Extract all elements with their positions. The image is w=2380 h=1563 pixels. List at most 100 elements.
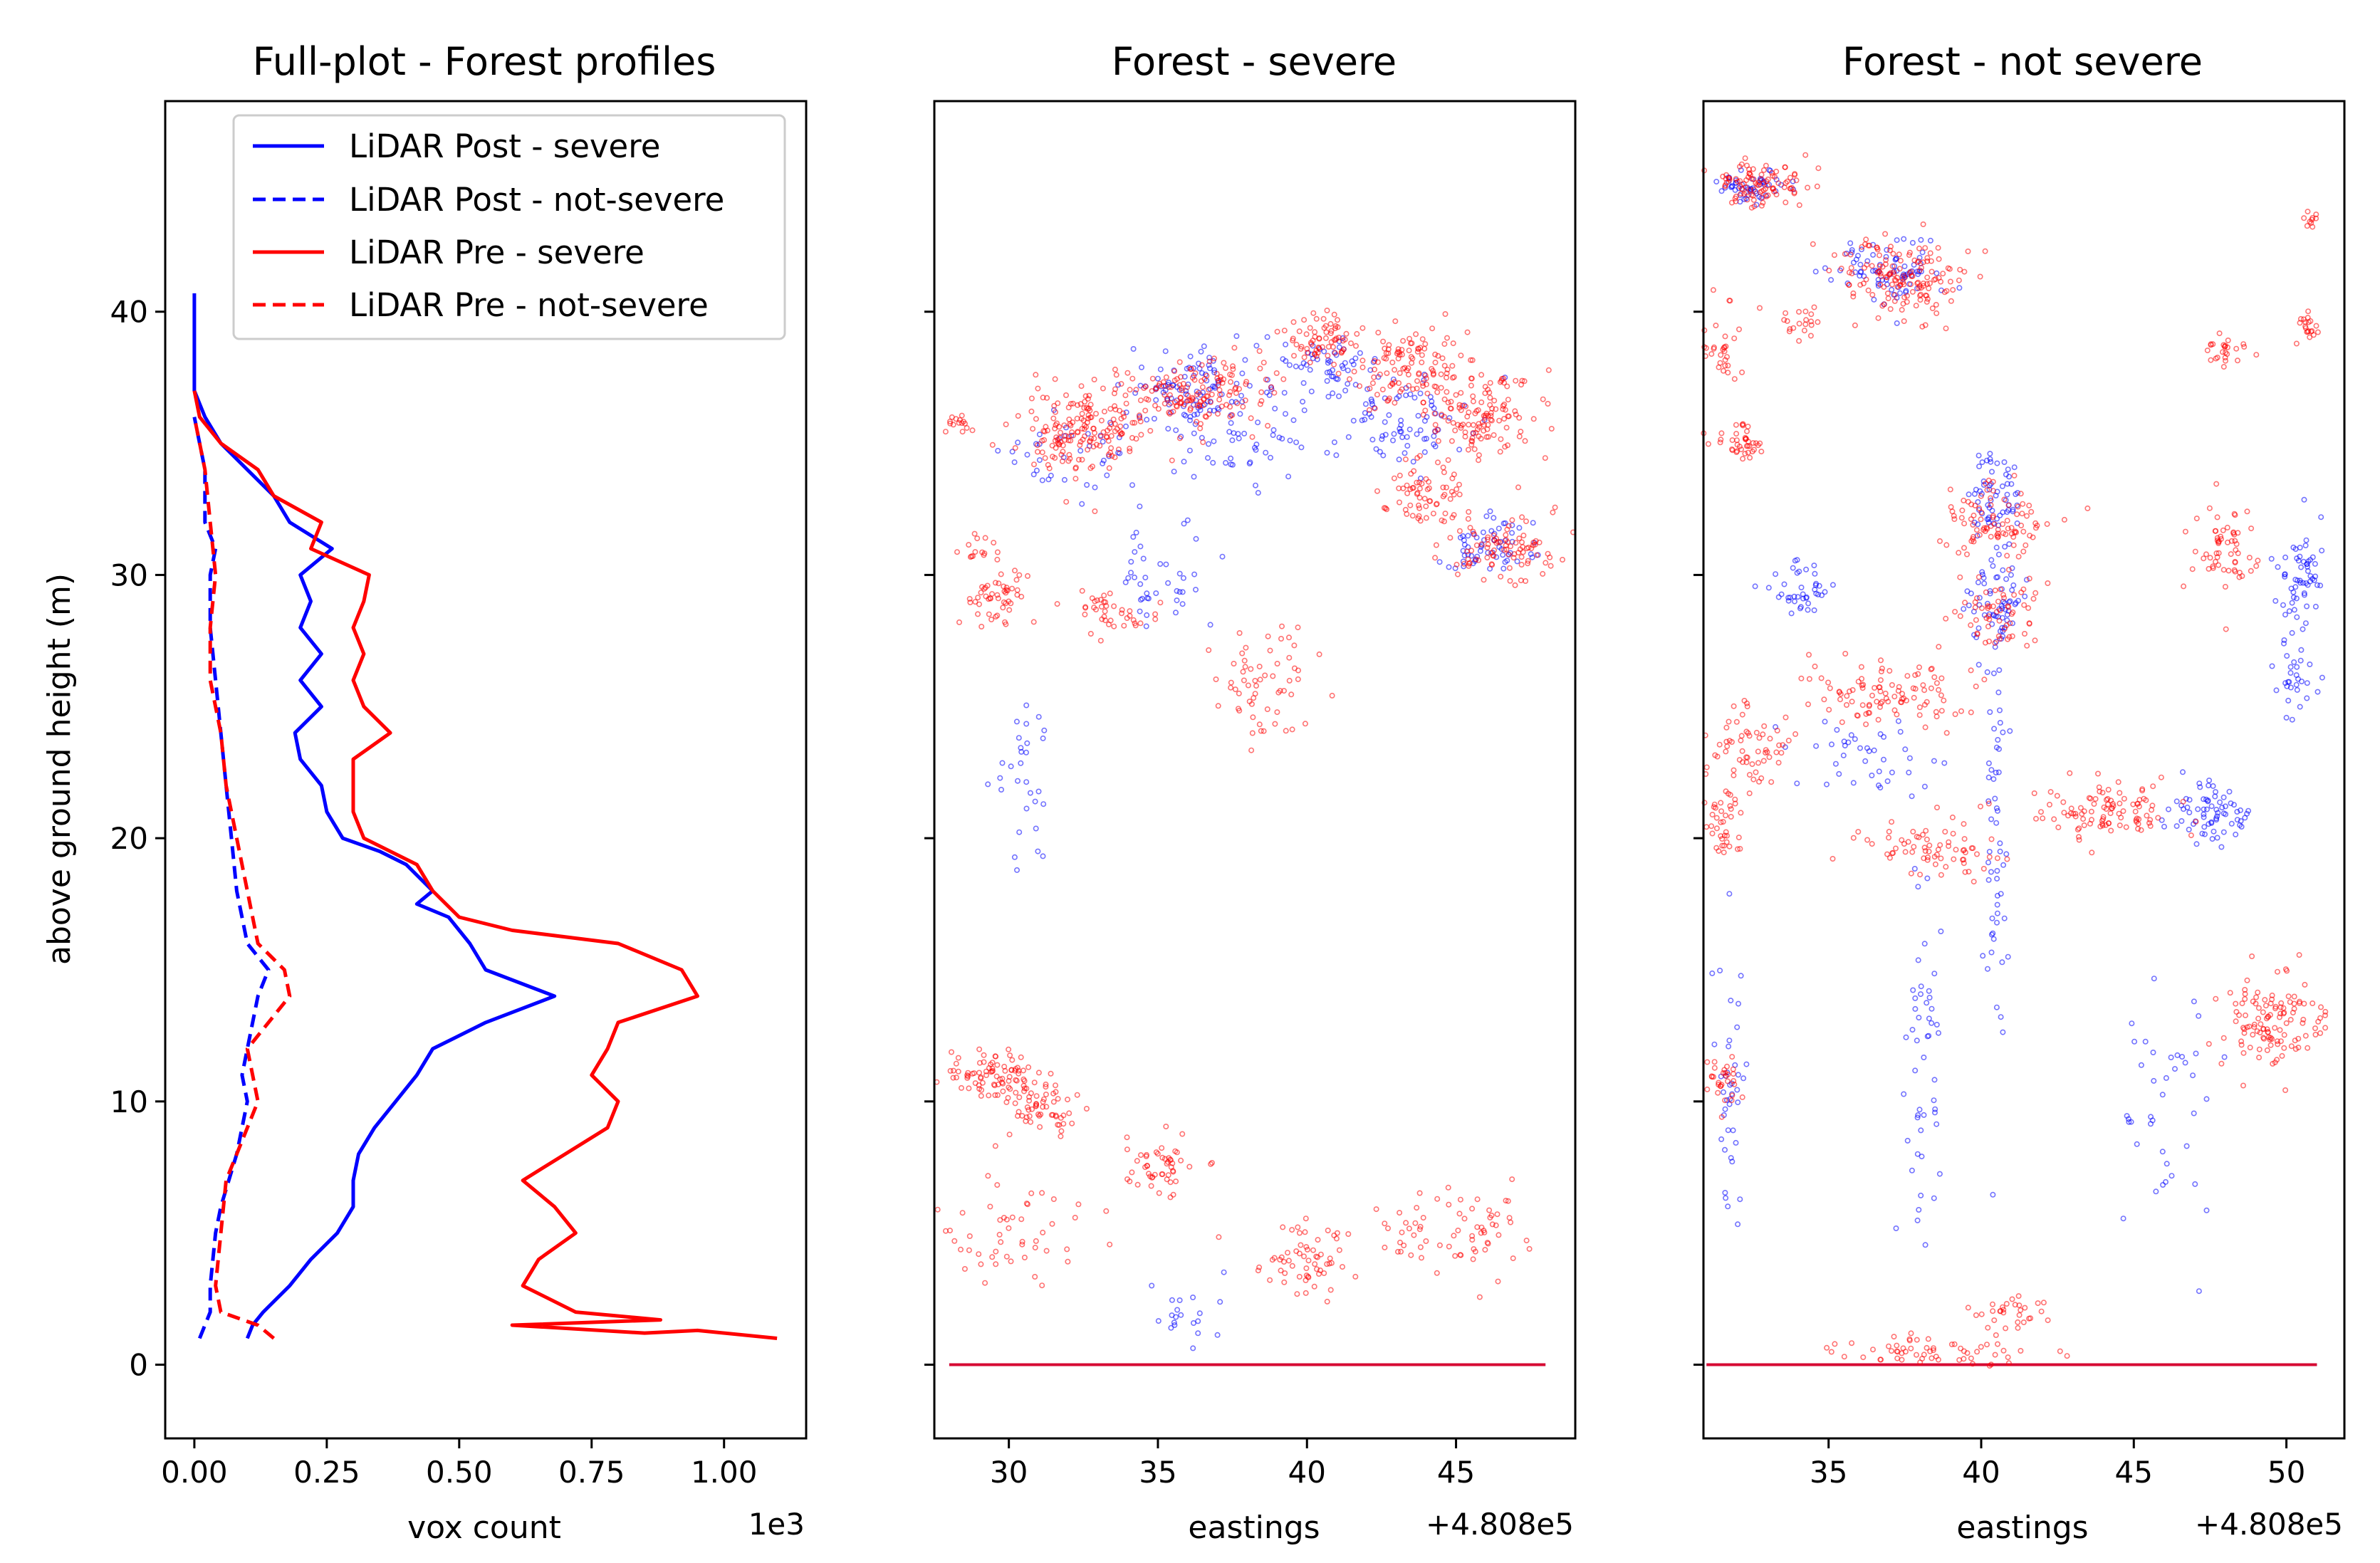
- scatter-point: [1866, 703, 1872, 709]
- scatter-point: [2168, 1173, 2175, 1179]
- scatter-point: [2032, 637, 2038, 644]
- scatter-point: [1966, 491, 1972, 498]
- scatter-point: [1916, 254, 1923, 261]
- scatter-point: [1466, 508, 1472, 515]
- scatter-point: [1058, 1128, 1065, 1134]
- scatter-point: [1997, 636, 2003, 642]
- scatter-point: [1191, 571, 1198, 577]
- scatter-point: [1793, 177, 1800, 184]
- legend-label-pre-not-severe: LiDAR Pre - not-severe: [349, 286, 709, 324]
- scatter-point: [1176, 359, 1183, 365]
- scatter-point: [1736, 835, 1742, 841]
- scatter-point: [1985, 603, 1991, 610]
- scatter-point: [1024, 451, 1030, 458]
- scatter-point: [1278, 1267, 1284, 1274]
- scatter-point: [1961, 857, 1967, 863]
- scatter-point: [1064, 1246, 1070, 1253]
- not-severe-x-ticks: 35 40 45 50: [1810, 1438, 2305, 1490]
- scatter-point: [2005, 466, 2011, 473]
- scatter-point: [1985, 966, 1991, 972]
- scatter-point: [1734, 179, 1740, 185]
- scatter-point: [1975, 579, 1981, 585]
- scatter-point: [2305, 1045, 2311, 1051]
- scatter-point: [2231, 802, 2238, 808]
- scatter-point: [1324, 1298, 1330, 1305]
- scatter-point: [1725, 1127, 1731, 1134]
- scatter-point: [1525, 544, 1532, 550]
- scatter-point: [1802, 308, 1809, 315]
- scatter-point: [1827, 685, 1833, 691]
- scatter-point: [1033, 1238, 1039, 1244]
- scatter-point: [2272, 1059, 2278, 1065]
- scatter-point: [1806, 676, 1812, 682]
- scatter-point: [1534, 552, 1540, 558]
- scatter-point: [1988, 816, 1995, 822]
- scatter-point: [2109, 805, 2115, 812]
- scatter-point: [1936, 1171, 1943, 1177]
- scatter-point: [1852, 269, 1859, 276]
- scatter-point: [1723, 1195, 1729, 1201]
- scatter-point: [1265, 633, 1271, 639]
- scatter-point: [1041, 437, 1048, 443]
- scatter-point: [1932, 1106, 1938, 1112]
- scatter-point: [1085, 446, 1091, 453]
- scatter-point: [1993, 820, 2000, 826]
- scatter-point: [1115, 382, 1122, 388]
- x-tick-label: 45: [2115, 1455, 2153, 1490]
- scatter-point: [1801, 328, 1807, 334]
- scatter-point: [1359, 325, 1366, 331]
- scatter-point: [2183, 1143, 2190, 1149]
- scatter-point: [1143, 1153, 1149, 1159]
- scatter-point: [1781, 581, 1787, 587]
- scatter-point: [2218, 1060, 2225, 1067]
- scatter-point: [1270, 432, 1276, 438]
- scatter-point: [1149, 1282, 1155, 1289]
- scatter-point: [2009, 633, 2015, 639]
- scatter-point: [1127, 608, 1133, 615]
- scatter-point: [1896, 266, 1903, 272]
- scatter-point: [1753, 769, 1759, 775]
- scatter-point: [1394, 349, 1401, 355]
- scatter-point: [1408, 1252, 1414, 1258]
- scatter-point: [1173, 1178, 1179, 1185]
- scatter-point: [1035, 848, 1041, 854]
- scatter-point: [1901, 318, 1907, 324]
- scatter-point: [1264, 334, 1270, 340]
- scatter-point: [2065, 812, 2072, 819]
- scatter-point: [1888, 244, 1894, 250]
- scatter-point: [1745, 423, 1751, 429]
- scatter-point: [1503, 546, 1510, 553]
- scatter-point: [1745, 174, 1752, 180]
- scatter-point: [1733, 422, 1739, 428]
- scatter-point: [1321, 325, 1327, 331]
- scatter-point: [1968, 709, 1974, 716]
- scatter-point: [1548, 426, 1555, 432]
- scatter-point: [1381, 355, 1387, 361]
- scatter-point: [1362, 401, 1369, 407]
- scatter-point: [1382, 345, 1388, 352]
- scatter-point: [978, 1075, 984, 1082]
- scatter-point: [1084, 481, 1090, 488]
- scatter-point: [2292, 546, 2299, 553]
- scatter-point: [1726, 1043, 1732, 1050]
- scatter-point: [1058, 451, 1065, 458]
- scatter-point: [1987, 709, 1993, 715]
- scatter-point: [1760, 731, 1766, 738]
- scatter-point: [1215, 411, 1221, 417]
- scatter-point: [1473, 556, 1479, 563]
- scatter-point: [1733, 431, 1740, 437]
- not-severe-y-ticks: [1693, 310, 1703, 1366]
- scatter-point: [959, 1084, 965, 1091]
- scatter-point: [981, 585, 987, 592]
- scatter-point: [1975, 625, 1982, 632]
- scatter-point: [1210, 459, 1216, 466]
- scatter-point: [2199, 830, 2206, 837]
- scatter-point: [975, 611, 981, 617]
- scatter-point: [2196, 780, 2203, 787]
- scatter-point: [1920, 259, 1926, 266]
- severe-axes-frame: [933, 100, 1577, 1440]
- scatter-point: [1218, 403, 1225, 409]
- scatter-point: [2272, 1025, 2278, 1031]
- scatter-point: [1201, 395, 1207, 402]
- scatter-point: [1894, 320, 1900, 326]
